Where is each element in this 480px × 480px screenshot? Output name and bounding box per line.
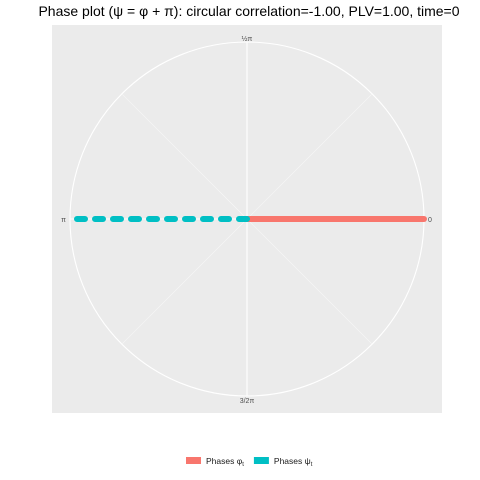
legend: Phases φt Phases ψt — [186, 456, 313, 468]
legend-key-0 — [186, 457, 201, 464]
minor-grid-line — [121, 218, 248, 345]
angle-tick-label: π — [61, 217, 66, 224]
minor-grid-line — [121, 93, 248, 220]
angle-tick-label: 0 — [428, 217, 432, 224]
legend-key-1 — [253, 457, 269, 464]
angle-tick-labels: 0 ½π π 3/2π — [61, 35, 432, 405]
minor-grid-line — [246, 218, 373, 345]
legend-label-1: Phases ψt — [274, 456, 313, 468]
angle-tick-label: ½π — [242, 35, 253, 43]
angle-tick-label: 3/2π — [240, 398, 255, 405]
chart-title: Phase plot (ψ = φ + π): circular correla… — [38, 3, 459, 19]
legend-label-0: Phases φt — [206, 456, 244, 468]
minor-grid-line — [246, 93, 373, 220]
